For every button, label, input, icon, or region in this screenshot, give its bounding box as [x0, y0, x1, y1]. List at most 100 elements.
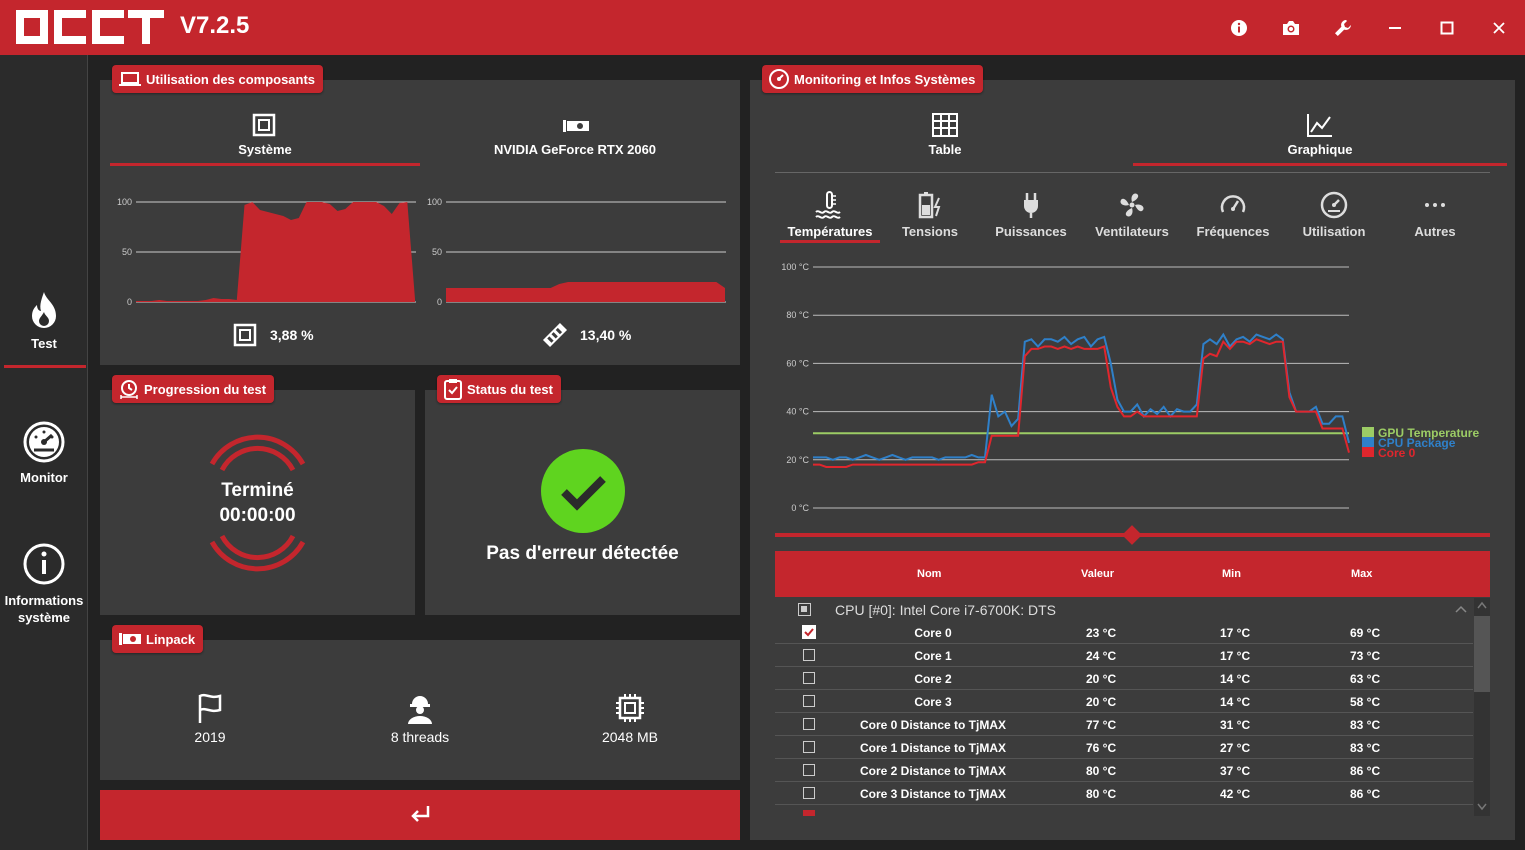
gauge-icon	[23, 421, 65, 463]
group-label: CPU [#0]: Intel Core i7-6700K: DTS	[835, 602, 1056, 618]
table-row[interactable]: Core 1 Distance to TjMAX 76 °C 27 °C 83 °C	[775, 736, 1473, 759]
cpu-square-icon	[252, 113, 276, 137]
minimize-icon	[1389, 27, 1401, 29]
laptop-icon	[119, 72, 141, 86]
scroll-up-icon[interactable]	[1477, 601, 1487, 609]
status-message: Pas d'erreur détectée	[486, 543, 679, 564]
sidebar-item-label: Monitor	[20, 470, 68, 485]
cell-max: 83 °C	[1350, 741, 1381, 755]
app-version: V7.2.5	[180, 12, 250, 39]
progression-time: 00:00:00	[219, 505, 296, 526]
cell-value: 20 °C	[1086, 695, 1117, 709]
subtab-tensions[interactable]: Tensions	[880, 190, 980, 239]
utilisation-tag: Utilisation des composants	[112, 65, 324, 93]
table-row[interactable]: Core 0 Distance to TjMAX 77 °C 31 °C 83 °C	[775, 713, 1473, 736]
progression-title: Progression du test	[144, 381, 267, 397]
gpu-tick-0: 0	[437, 297, 442, 307]
collapse-icon[interactable]	[1455, 604, 1467, 614]
table-row[interactable]: Core 3 Distance to TjMAX 80 °C 42 °C 86 °C	[775, 782, 1473, 805]
row-checkbox[interactable]	[802, 625, 816, 639]
thermometer-icon	[815, 191, 841, 219]
scroll-down-icon[interactable]	[1477, 803, 1487, 811]
camera-icon	[1283, 21, 1299, 35]
col-max[interactable]: Max	[1351, 568, 1373, 580]
tab-systeme[interactable]: Système	[238, 142, 292, 157]
settings-button[interactable]	[1329, 14, 1357, 42]
stopwatch-icon	[120, 380, 138, 399]
success-check-icon	[541, 449, 625, 533]
legend-label: GPU Temperature	[1378, 426, 1480, 440]
subtab-label: Utilisation	[1302, 224, 1366, 239]
cpu-chip-icon	[616, 694, 644, 722]
maximize-button[interactable]	[1433, 14, 1461, 42]
row-checkbox[interactable]	[803, 787, 815, 799]
gpu-tick-50: 50	[432, 247, 442, 257]
sensor-group-row[interactable]: CPU [#0]: Intel Core i7-6700K: DTS	[775, 598, 1473, 620]
row-checkbox[interactable]	[803, 672, 815, 684]
cell-name: Core 2 Distance to TjMAX	[859, 764, 1007, 778]
tab-graphique[interactable]: Graphique	[1287, 142, 1353, 157]
flag-icon	[198, 693, 222, 723]
y-tick-label: 100 °C	[781, 262, 809, 272]
col-nom[interactable]: Nom	[917, 568, 942, 580]
row-checkbox[interactable]	[803, 649, 815, 661]
info-button[interactable]	[1225, 14, 1253, 42]
subtab-puissances[interactable]: Puissances	[981, 190, 1081, 239]
table-scrollbar[interactable]	[1474, 598, 1490, 816]
subtab-label: Températures	[787, 224, 873, 239]
sidebar-item-label: Test	[31, 336, 57, 351]
maximize-icon	[1440, 21, 1454, 35]
table-row[interactable]: Core 2 Distance to TjMAX 80 °C 37 °C 86 °C	[775, 759, 1473, 782]
cpu-usage-area	[136, 202, 415, 302]
col-min[interactable]: Min	[1222, 568, 1241, 580]
linpack-threads: 8 threads	[390, 729, 450, 745]
cell-min: 14 °C	[1220, 672, 1251, 686]
wrench-icon	[1335, 20, 1351, 36]
sidebar-item-label: Informations système	[4, 593, 84, 625]
minimize-button[interactable]	[1381, 14, 1409, 42]
flame-icon	[32, 292, 56, 328]
table-row[interactable]: Core 0 23 °C 17 °C 69 °C	[775, 621, 1473, 644]
title-bar: V7.2.5	[0, 0, 1525, 55]
sidebar-item-informations[interactable]: Informations système	[0, 542, 88, 626]
gpu-usage-area	[446, 282, 725, 302]
run-test-button[interactable]	[100, 790, 740, 840]
row-checkbox[interactable]	[803, 764, 815, 776]
close-button[interactable]	[1485, 14, 1513, 42]
row-checkbox[interactable]	[803, 718, 815, 730]
tab-table[interactable]: Table	[928, 142, 962, 157]
cell-max: 69 °C	[1350, 626, 1381, 640]
cell-max: 73 °C	[1350, 649, 1381, 663]
subtab-autres[interactable]: Autres	[1385, 190, 1485, 239]
row-checkbox[interactable]	[803, 695, 815, 707]
table-icon	[932, 113, 958, 137]
subtab-temperatures[interactable]: Températures	[780, 190, 880, 239]
col-valeur[interactable]: Valeur	[1081, 568, 1115, 580]
row-checkbox[interactable]	[803, 741, 815, 753]
scrollbar-thumb[interactable]	[1474, 616, 1490, 692]
cell-max: 58 °C	[1350, 695, 1381, 709]
screenshot-button[interactable]	[1277, 14, 1305, 42]
table-row[interactable]: Core 3 20 °C 14 °C 58 °C	[775, 690, 1473, 713]
subtab-utilisation[interactable]: Utilisation	[1284, 190, 1384, 239]
gauge-icon	[1320, 191, 1348, 219]
group-checkbox[interactable]	[798, 603, 811, 616]
tab-systeme-indicator	[110, 163, 420, 166]
y-tick-label: 20 °C	[786, 455, 809, 465]
cpu-tick-50: 50	[122, 247, 132, 257]
cell-max: 86 °C	[1350, 787, 1381, 801]
enter-icon	[411, 806, 430, 822]
table-row[interactable]: Core 1 24 °C 17 °C 73 °C	[775, 644, 1473, 667]
cpu-tick-100: 100	[117, 197, 132, 207]
sidebar-item-monitor[interactable]: Monitor	[0, 420, 88, 485]
line-chart-icon	[1307, 114, 1332, 137]
table-row[interactable]: Core 2 20 °C 14 °C 63 °C	[775, 667, 1473, 690]
subtab-ventilateurs[interactable]: Ventilateurs	[1082, 190, 1182, 239]
subtab-frequences[interactable]: Fréquences	[1183, 190, 1283, 239]
tab-gpu[interactable]: NVIDIA GeForce RTX 2060	[493, 142, 657, 157]
legend-gpu-temperature: GPU Temperature	[1362, 426, 1479, 440]
y-tick-label: 60 °C	[786, 358, 809, 368]
cpu-tick-0: 0	[127, 297, 132, 307]
sidebar-item-test[interactable]: Test	[0, 290, 88, 351]
divider	[775, 172, 1490, 173]
